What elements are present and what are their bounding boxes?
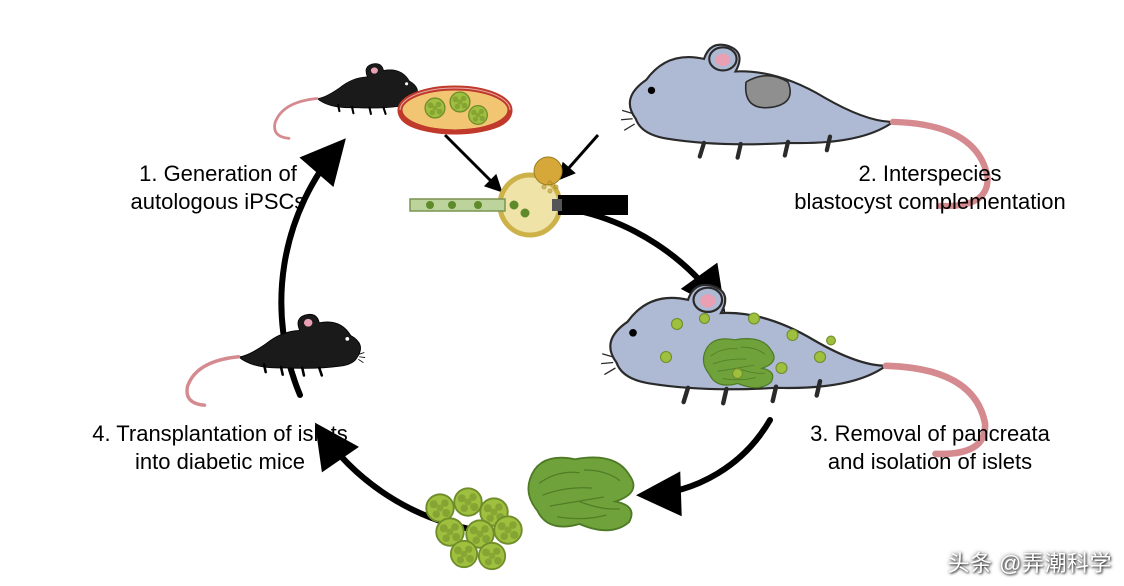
step1-label: 1. Generation ofautologous iPSCs [78,160,358,215]
diagram-canvas [0,0,1124,586]
diagram-stage: 1. Generation ofautologous iPSCs 2. Inte… [0,0,1124,586]
petri-dish-icon [400,88,510,132]
step4-label: 4. Transplantation of isletsinto diabeti… [60,420,380,475]
arrow-dish-to-oocyte [445,135,500,190]
donor-mouse-icon [275,64,422,139]
arrow-step3 [645,420,770,495]
step3-label: 3. Removal of pancreataand isolation of … [760,420,1100,475]
isolated-islets-icon [426,488,522,569]
step2-label: 2. Interspeciesblastocyst complementatio… [770,160,1090,215]
recipient-mouse-icon [187,314,365,405]
arrow-rat-to-oocyte [560,135,598,178]
watermark-text: 头条 @弄潮科学 [948,546,1112,578]
pancreas-icon [528,457,633,530]
oocyte-injection-icon [410,157,628,235]
